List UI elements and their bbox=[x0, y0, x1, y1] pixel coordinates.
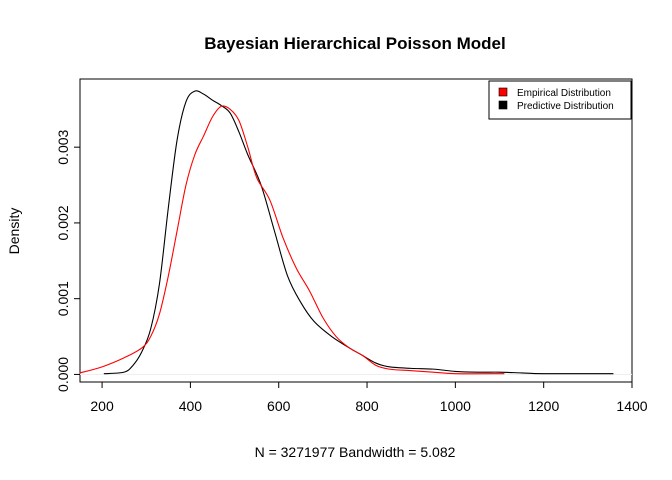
y-tick-label: 0.001 bbox=[55, 281, 71, 316]
y-axis-label: Density bbox=[6, 208, 22, 255]
legend: Empirical Distribution Predictive Distri… bbox=[488, 80, 632, 120]
legend-label-empirical: Empirical Distribution bbox=[517, 88, 611, 99]
x-tick-label: 400 bbox=[179, 398, 203, 414]
predictive-density-line bbox=[103, 90, 614, 375]
x-axis-label: N = 3271977 Bandwidth = 5.082 bbox=[255, 444, 456, 460]
legend-swatch-predictive bbox=[498, 100, 508, 110]
x-tick-label: 1000 bbox=[440, 398, 471, 414]
x-tick-label: 800 bbox=[355, 398, 379, 414]
y-tick-label: 0.000 bbox=[55, 357, 71, 392]
x-tick-label: 200 bbox=[90, 398, 114, 414]
y-tick-label: 0.003 bbox=[55, 129, 71, 164]
legend-box bbox=[488, 80, 632, 120]
y-axis: 0.000 0.001 0.002 0.003 bbox=[55, 129, 81, 392]
legend-swatch-empirical bbox=[498, 87, 508, 97]
x-tick-label: 1400 bbox=[616, 398, 647, 414]
x-axis: 200 400 600 800 1000 1200 1400 bbox=[90, 381, 648, 414]
y-tick-label: 0.002 bbox=[55, 205, 71, 240]
legend-label-predictive: Predictive Distribution bbox=[517, 101, 614, 112]
series-layer bbox=[79, 90, 614, 375]
x-tick-label: 1200 bbox=[528, 398, 559, 414]
empirical-density-line bbox=[79, 105, 505, 375]
plot-frame bbox=[79, 78, 633, 383]
x-tick-label: 600 bbox=[267, 398, 291, 414]
chart-title: Bayesian Hierarchical Poisson Model bbox=[204, 34, 505, 53]
